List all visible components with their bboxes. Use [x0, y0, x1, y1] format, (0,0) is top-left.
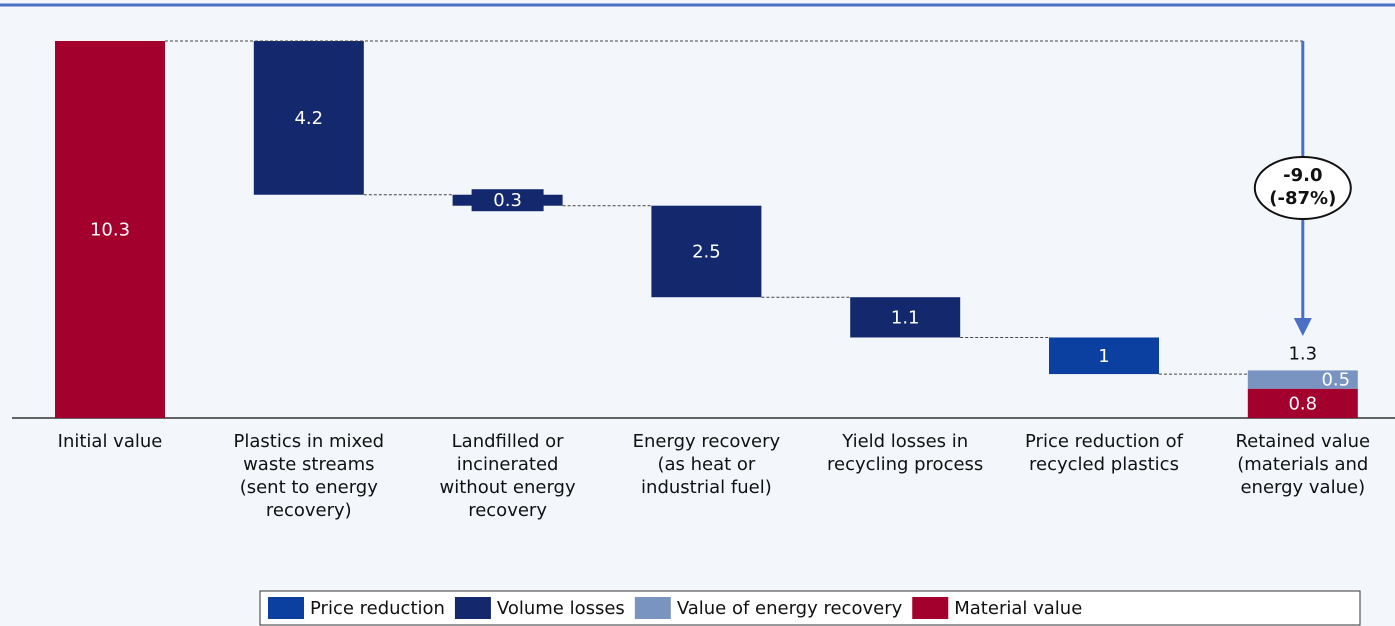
bar	[1049, 337, 1159, 375]
x-tick-label: Initial value	[57, 431, 163, 452]
legend-swatch	[454, 597, 491, 619]
bar	[55, 41, 165, 418]
legend-label: Volume losses	[497, 598, 625, 619]
total-label: 1.3	[1288, 343, 1317, 364]
value-label: 1.1	[891, 307, 920, 328]
annotation: (-87%)	[1269, 188, 1336, 209]
value-label: 0.3	[493, 190, 522, 211]
bar	[850, 297, 961, 338]
value-label: 0.5	[1321, 370, 1350, 391]
x-tick-label: Price reduction of recycled plastics	[1025, 431, 1183, 475]
annotation: -9.0	[1283, 165, 1322, 186]
x-tick-label: Retained value (materials and energy val…	[1235, 431, 1371, 498]
legend-swatch	[912, 597, 949, 619]
legend-label: Material value	[954, 598, 1082, 619]
bar	[1247, 370, 1358, 389]
x-tick-label: Landfilled or incinerated without energy…	[439, 431, 576, 521]
x-tick-label: Yield losses in recycling process	[827, 431, 984, 475]
legend-label: Value of energy recovery	[677, 598, 903, 619]
label-bg	[471, 189, 544, 212]
value-label: 0.8	[1288, 393, 1317, 414]
legend-swatch	[268, 597, 304, 619]
legend-swatch	[634, 597, 671, 619]
x-tick-label: Plastics in mixed waste streams (sent to…	[233, 431, 385, 521]
arrow-head	[1293, 318, 1312, 336]
annotation-bubble	[1253, 156, 1352, 220]
legend-label: Price reduction	[310, 598, 445, 619]
legend-box	[259, 590, 1361, 626]
bar	[1247, 388, 1358, 418]
value-label: 4.2	[294, 108, 323, 129]
bar	[253, 41, 364, 195]
value-label: 10.3	[90, 220, 130, 241]
x-tick-label: Energy recovery (as heat or industrial f…	[632, 431, 781, 498]
value-label: 2.5	[692, 241, 721, 262]
bar	[651, 205, 762, 298]
value-label: 1	[1098, 346, 1109, 367]
